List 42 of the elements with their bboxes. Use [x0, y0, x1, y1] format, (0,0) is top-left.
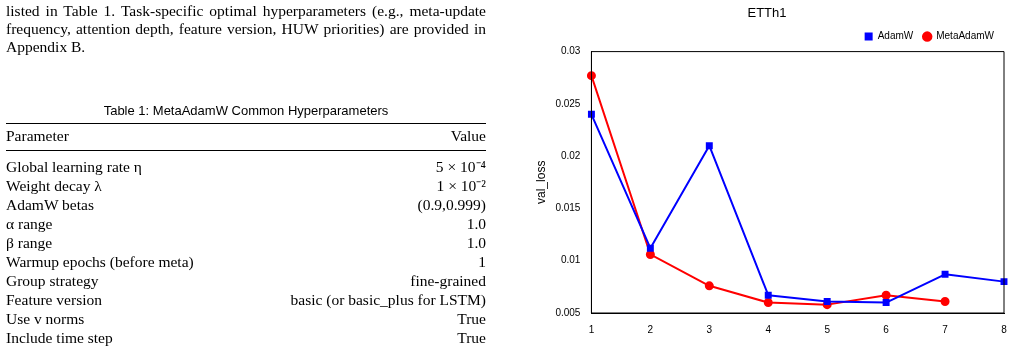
text: fine-grained [409, 271, 486, 290]
x-tick-label: 2 [647, 323, 654, 335]
text: α range [6, 214, 54, 233]
x-tick-label: 1 [588, 323, 595, 335]
text: AdamW betas [6, 195, 95, 214]
text: Table 1: MetaAdamW Common Hyperparameters [102, 102, 390, 120]
text: 1.0 [465, 214, 486, 233]
text: basic (or basic_plus for LSTM) [289, 290, 486, 309]
x-tick-label: 8 [1001, 323, 1008, 335]
text: 1 × 10⁻² [435, 176, 486, 195]
text: Warmup epochs (before meta) [6, 252, 195, 271]
text: Weight decay λ [6, 176, 103, 195]
x-tick-label: 6 [883, 323, 890, 335]
text: Include time step [6, 328, 114, 347]
legend-label: AdamW [877, 30, 914, 42]
text: 1.0 [465, 233, 486, 252]
text: True [456, 328, 486, 347]
y-tick-label: 0.02 [560, 149, 581, 161]
x-tick-label: 5 [824, 323, 831, 335]
text: Group strategy [6, 271, 100, 290]
text: 5 × 10⁻⁴ [434, 157, 486, 176]
text: Value [241, 123, 486, 151]
text: Feature version [6, 290, 103, 309]
x-tick-label: 7 [942, 323, 949, 335]
x-tick-label: 4 [765, 323, 772, 335]
y-axis-title: val_loss [533, 160, 548, 204]
y-tick-label: 0.025 [555, 97, 581, 109]
legend-label: MetaAdamW [936, 30, 995, 42]
chart-title: ETTh1 [747, 5, 787, 21]
y-tick-label: 0.005 [555, 306, 581, 318]
text: listed in Table 1. Task-specific optimal hyperparameters (e.g., meta-update frequency, attention depth, feature version, HUW priorities) are provided in Appendix B. [6, 2, 486, 56]
y-tick-label: 0.015 [555, 202, 581, 214]
text: (0.9,0.999) [416, 195, 486, 214]
text: Use v norms [6, 309, 86, 328]
y-tick-label: 0.01 [560, 254, 581, 266]
text: 1 [477, 252, 486, 271]
y-tick-label: 0.03 [560, 45, 581, 57]
text: Parameter [6, 123, 242, 151]
text: Global learning rate η [6, 157, 143, 176]
text: β range [6, 233, 54, 252]
text: True [456, 309, 486, 328]
x-tick-label: 3 [706, 323, 713, 335]
